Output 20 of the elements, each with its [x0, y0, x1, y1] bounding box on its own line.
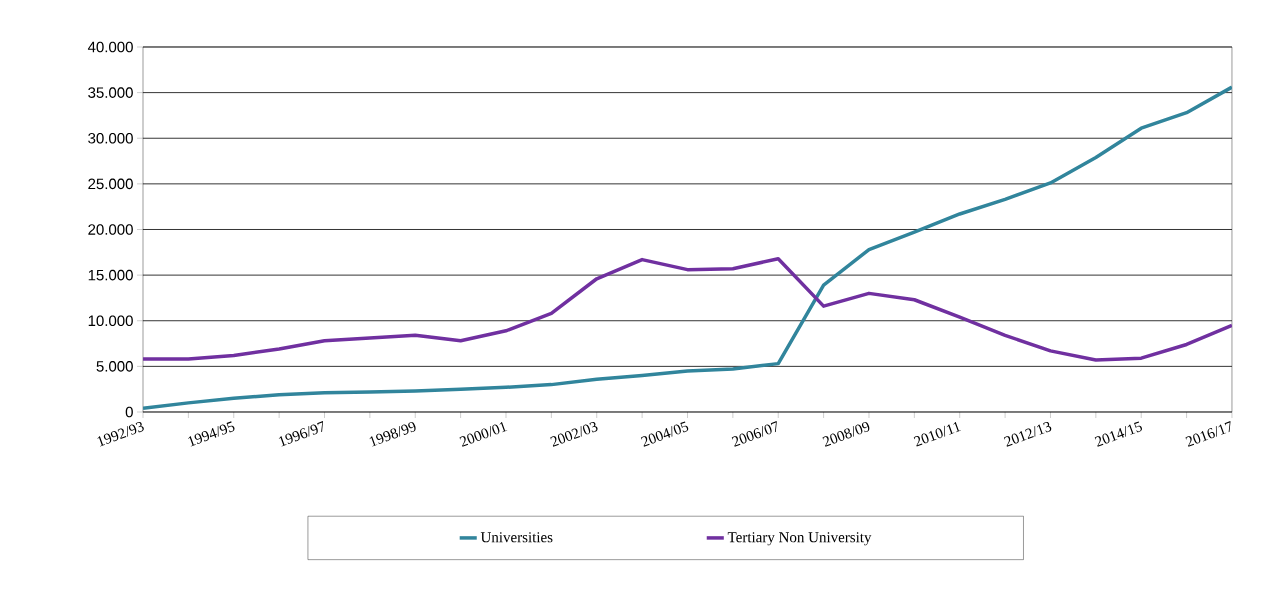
line-series — [143, 85, 1232, 411]
y-tick-label: 5.000 — [96, 361, 133, 372]
x-tick-label: 2002/03 — [550, 421, 598, 447]
line-series — [143, 256, 1232, 362]
y-tick-label: 0 — [125, 406, 133, 418]
x-tick-label: 2008/09 — [822, 421, 870, 447]
y-tick-label: 20.000 — [88, 224, 133, 235]
x-tick-label: 1998/99 — [369, 421, 416, 447]
x-tick-label: 2012/13 — [1004, 421, 1052, 447]
legend-label: Tertiary Non University — [727, 532, 872, 546]
y-tick-label: 10.000 — [88, 315, 133, 327]
x-tick-label: 2010/11 — [913, 421, 961, 447]
legend-label: Universities — [480, 532, 553, 543]
x-tick-label: 1992/93 — [97, 421, 144, 447]
y-tick-label: 30.000 — [88, 132, 133, 144]
y-tick-label: 35.000 — [88, 87, 133, 98]
y-tick-label: 15.000 — [88, 269, 133, 281]
y-tick-label: 25.000 — [88, 178, 133, 190]
y-tick-label: 40.000 — [87, 41, 133, 53]
x-tick-label: 2000/01 — [459, 421, 508, 447]
